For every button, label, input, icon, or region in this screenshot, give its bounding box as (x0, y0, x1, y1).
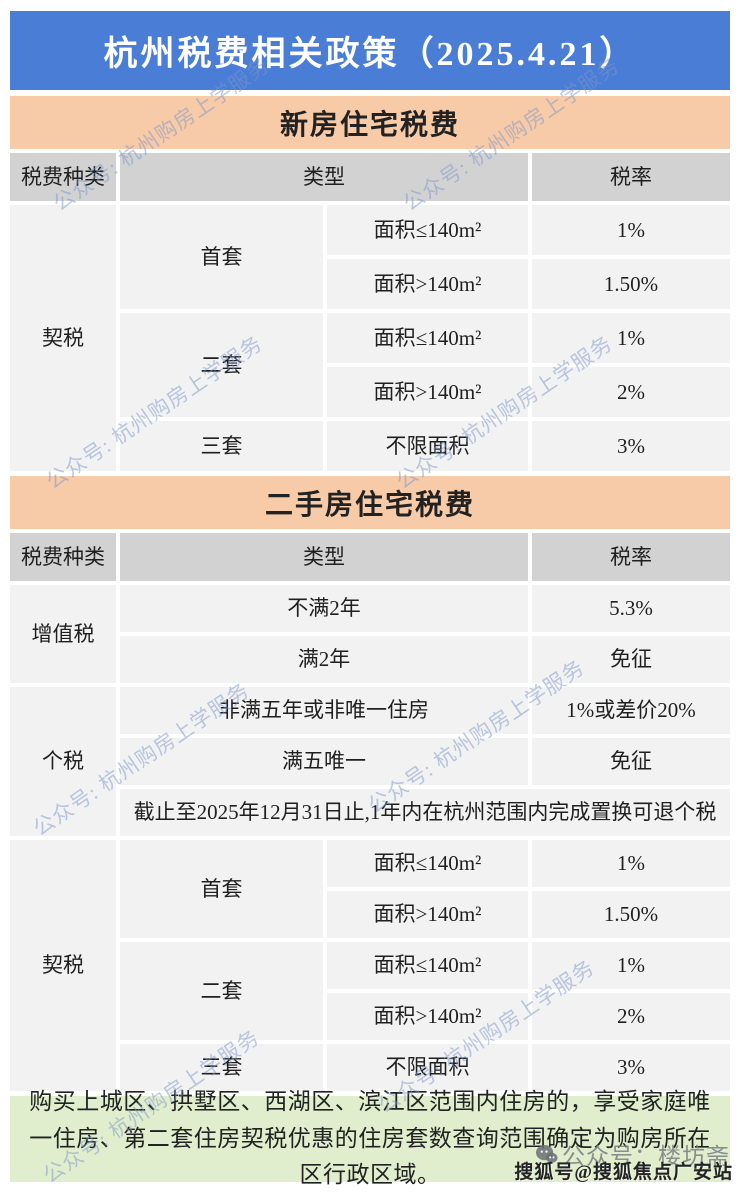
cell-second-set: 二套 (120, 313, 323, 417)
cell-third-set: 三套 (120, 1044, 323, 1091)
cell-first-set: 首套 (120, 205, 323, 309)
cell-no-limit: 不限面积 (327, 1044, 528, 1091)
column-header-rate: 税率 (532, 533, 730, 581)
new-house-table: 税费种类 类型 税率 契税 首套 面积≤140m² 1% 面积>140m² 1.… (10, 153, 730, 471)
cell-area-gt140: 面积>140m² (327, 367, 528, 417)
cell-not-five-years: 非满五年或非唯一住房 (120, 687, 528, 734)
column-header-type: 类型 (120, 153, 528, 201)
cell-rate: 5.3% (532, 585, 730, 632)
cell-rate: 2% (532, 367, 730, 417)
cell-five-years-only: 满五唯一 (120, 738, 528, 785)
wechat-icon (535, 1144, 558, 1165)
cell-refund-note: 截止至2025年12月31日止,1年内在杭州范围内完成置换可退个税 (120, 789, 730, 836)
cell-vat: 增值税 (10, 585, 116, 683)
cell-rate: 1% (532, 205, 730, 255)
cell-income-tax: 个税 (10, 687, 116, 836)
section-header-new-house: 新房住宅税费 (10, 96, 730, 149)
cell-rate: 1% (532, 840, 730, 887)
cell-second-set: 二套 (120, 942, 323, 1040)
souhu-badge: 搜狐号@搜狐焦点广安站 (514, 1162, 733, 1183)
column-header-type: 类型 (120, 533, 528, 581)
cell-no-limit: 不限面积 (327, 421, 528, 471)
corner-watermark: 公众号：楼坊斋 (535, 1137, 730, 1171)
cell-rate: 3% (532, 1044, 730, 1091)
cell-rate: 1.50% (532, 891, 730, 938)
cell-rate: 2% (532, 993, 730, 1040)
cell-under-2-years: 不满2年 (120, 585, 528, 632)
cell-area-gt140: 面积>140m² (327, 993, 528, 1040)
cell-first-set: 首套 (120, 840, 323, 938)
cell-area-le140: 面积≤140m² (327, 205, 528, 255)
cell-area-gt140: 面积>140m² (327, 891, 528, 938)
cell-area-le140: 面积≤140m² (327, 840, 528, 887)
page-title: 杭州税费相关政策（2025.4.21） (10, 11, 730, 90)
cell-rate: 免征 (532, 636, 730, 683)
cell-rate: 1.50% (532, 259, 730, 309)
section-header-second-hand: 二手房住宅税费 (10, 476, 730, 529)
column-header-category: 税费种类 (10, 153, 116, 201)
column-header-category: 税费种类 (10, 533, 116, 581)
cell-third-set: 三套 (120, 421, 323, 471)
cell-rate: 1% (532, 942, 730, 989)
second-hand-table: 税费种类 类型 税率 增值税 不满2年 5.3% 满2年 免征 个税 非满五年或… (10, 533, 730, 1091)
cell-area-gt140: 面积>140m² (327, 259, 528, 309)
cell-deed-tax: 契税 (10, 205, 116, 471)
cell-rate: 免征 (532, 738, 730, 785)
cell-rate: 3% (532, 421, 730, 471)
cell-over-2-years: 满2年 (120, 636, 528, 683)
cell-rate: 1% (532, 313, 730, 363)
cell-rate: 1%或差价20% (532, 687, 730, 734)
footnote: 购买上城区、拱墅区、西湖区、滨江区范围内住房的，享受家庭唯一住房、第二套住房契税… (10, 1089, 730, 1187)
cell-deed-tax: 契税 (10, 840, 116, 1091)
cell-area-le140: 面积≤140m² (327, 942, 528, 989)
cell-area-le140: 面积≤140m² (327, 313, 528, 363)
corner-watermark-label: 公众号：楼坊斋 (562, 1144, 730, 1169)
column-header-rate: 税率 (532, 153, 730, 201)
